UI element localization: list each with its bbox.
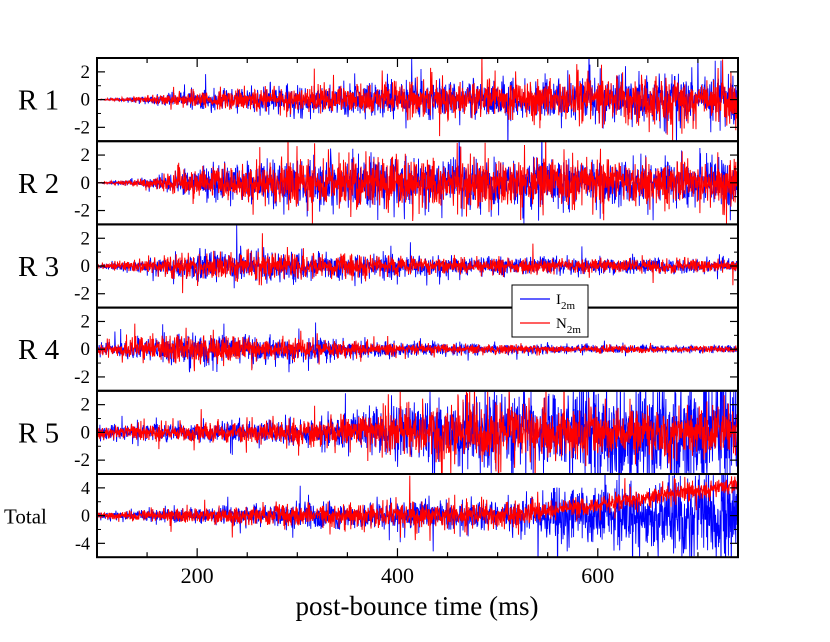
- series-i2m-line-2: [97, 141, 738, 225]
- y-tick-label: 0: [81, 90, 91, 111]
- y-tick-label: -4: [75, 533, 90, 553]
- y-tick-label: -2: [74, 201, 90, 222]
- panel-2: -2 0 2 R 2: [18, 140, 739, 226]
- x-tick-label: 600: [581, 563, 614, 588]
- panel-label: Total: [4, 505, 47, 529]
- series-n2m-line-5: [97, 390, 738, 474]
- panel-label: R 3: [18, 251, 59, 283]
- y-tick-label: 2: [81, 395, 91, 416]
- y-tick-label: 2: [81, 228, 91, 249]
- legend-box: [511, 284, 589, 338]
- y-tick-label: 0: [81, 173, 91, 194]
- series-i2m-line-3: [97, 225, 738, 289]
- panel-4: -2 0 2 R 4: [18, 306, 739, 392]
- y-tick-label: -2: [74, 367, 90, 388]
- series-n2m-line-4: [97, 323, 738, 372]
- series-n2m-line-6: [97, 475, 738, 541]
- panel-6: -4 0 4 Total: [4, 473, 739, 559]
- y-tick-label: 2: [81, 62, 91, 83]
- y-tick-label: -2: [74, 450, 90, 471]
- legend-label-n2m: N2m: [556, 316, 581, 336]
- series-n2m-line-2: [97, 141, 738, 225]
- panel-label: R 4: [18, 334, 60, 366]
- legend-label-i2m: I2m: [556, 292, 576, 312]
- y-tick-label: 2: [81, 311, 91, 332]
- panel-3: -2 0 2 R 3: [18, 223, 739, 309]
- series-n2m-line-3: [97, 233, 738, 294]
- panels-group: -2 0 2 R 1 -2 0 2 R 2 -2 0 2 R 3 -2 0 2 R 4 -2 0 2 R 5 -4 0 4 T…: [4, 57, 739, 559]
- y-tick-label: 4: [81, 478, 90, 498]
- panel-5: -2 0 2 R 5: [18, 389, 739, 475]
- panel-label: R 5: [18, 417, 59, 449]
- y-tick-label: 0: [81, 256, 91, 277]
- y-tick-label: 0: [81, 339, 91, 360]
- y-tick-label: -2: [74, 284, 90, 305]
- x-axis: 200 400 600: [146, 58, 699, 588]
- y-tick-label: 0: [81, 506, 90, 526]
- y-tick-label: 0: [81, 422, 91, 443]
- series-n2m-line-1: [97, 58, 738, 142]
- x-axis-label: post-bounce time (ms): [296, 591, 539, 621]
- y-tick-label: 2: [81, 145, 91, 166]
- panel-label: R 2: [18, 168, 59, 200]
- y-tick-label: -2: [74, 117, 90, 138]
- panel-label: R 1: [18, 85, 59, 117]
- x-tick-label: 200: [181, 563, 214, 588]
- x-tick-label: 400: [381, 563, 414, 588]
